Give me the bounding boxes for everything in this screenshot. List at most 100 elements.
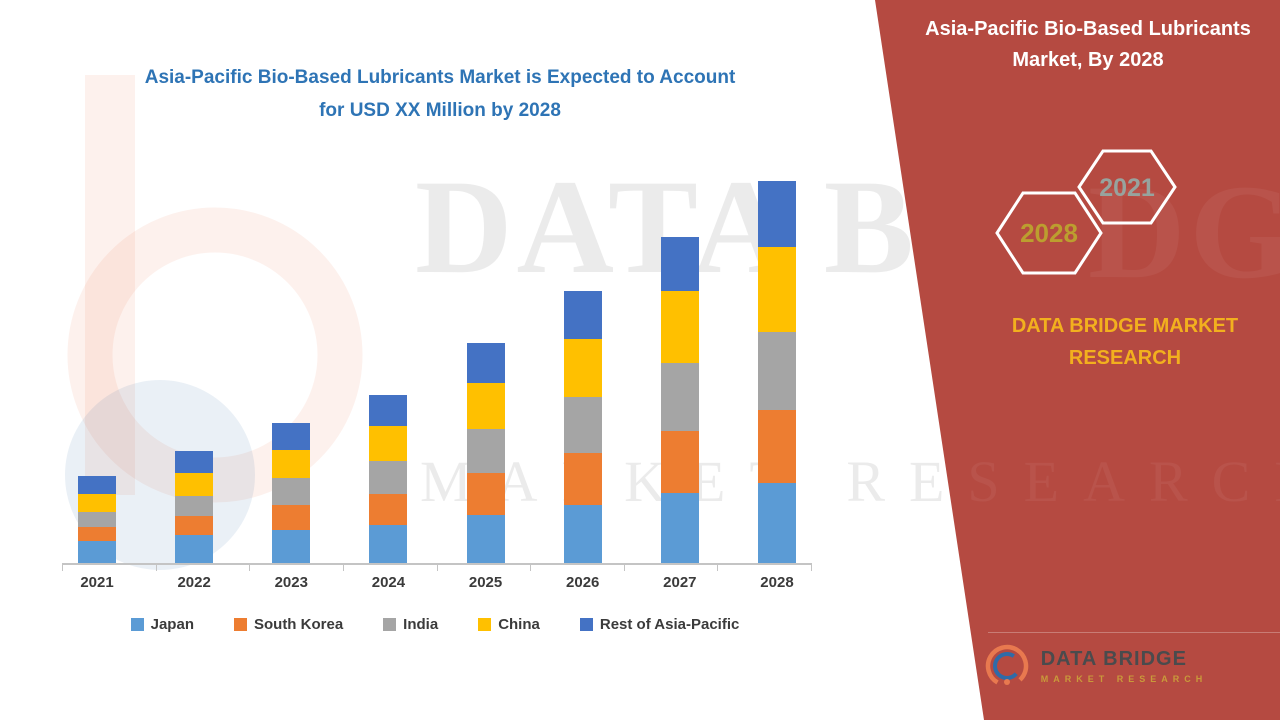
- bar-segment-china-2027: [660, 291, 699, 363]
- legend-item-rest-of-asia-pacific: Rest of Asia-Pacific: [579, 616, 740, 633]
- axis-tick: [811, 565, 812, 571]
- legend-label-china: China: [498, 616, 540, 633]
- bar-segment-japan-2023: [272, 530, 311, 563]
- bar-segment-south-korea-2026: [563, 453, 602, 505]
- x-label-2027: 2027: [663, 574, 697, 591]
- axis-tick: [62, 565, 63, 571]
- plot-area: [62, 163, 812, 565]
- side-panel: DGE ESEARCH Asia-Pacific Bio-Based Lubri…: [875, 0, 1280, 720]
- bar-segment-rest-of-asia-pacific-2024: [369, 395, 408, 426]
- bar-segment-south-korea-2021: [78, 527, 116, 541]
- axis-tick: [155, 565, 157, 571]
- bar-2027: [660, 237, 699, 563]
- bar-segment-south-korea-2023: [272, 505, 311, 530]
- bar-2023: [272, 423, 311, 563]
- legend-swatch-china: [478, 618, 492, 631]
- bar-segment-japan-2026: [563, 505, 602, 563]
- x-label-2024: 2024: [371, 574, 406, 591]
- footer-brand-name: DATA BRIDGE: [1040, 648, 1187, 670]
- bar-segment-rest-of-asia-pacific-2023: [272, 423, 311, 450]
- hexagon-2028-label: 2028: [1020, 218, 1078, 248]
- watermark-b-bowl: [67, 207, 363, 503]
- legend-item-india: India: [383, 616, 438, 633]
- bar-segment-china-2028: [757, 247, 796, 332]
- footer-logo-outer-ring: [985, 644, 1028, 688]
- chart-section: Asia-Pacific Bio-Based Lubricants Market…: [40, 67, 830, 633]
- footer-logo-inner-ring: [992, 652, 1021, 680]
- bar-segment-rest-of-asia-pacific-2022: [175, 451, 214, 473]
- legend-label-south-korea: South Korea: [253, 616, 344, 633]
- bar-segment-india-2026: [563, 397, 602, 453]
- bar-2021: [78, 476, 116, 563]
- x-label-2022: 2022: [177, 574, 211, 591]
- legend-swatch-india: [383, 618, 397, 631]
- legend-item-japan: Japan: [130, 616, 194, 633]
- panel-watermark-mr: ESEARCH: [908, 449, 1280, 514]
- x-label-2021: 2021: [80, 574, 114, 591]
- bar-2022: [175, 451, 214, 563]
- axis-tick: [342, 565, 344, 571]
- x-label-2028: 2028: [760, 574, 794, 591]
- bar-2028: [757, 181, 796, 563]
- bar-segment-japan-2028: [757, 483, 796, 563]
- bar-segment-india-2022: [175, 496, 214, 516]
- bar-segment-china-2024: [369, 426, 408, 461]
- bar-segment-china-2025: [466, 383, 505, 429]
- chart-title: Asia-Pacific Bio-Based Lubricants Market…: [144, 67, 736, 121]
- bar-2025: [466, 343, 505, 563]
- axis-tick: [249, 565, 251, 571]
- panel-brand-text: DATA BRIDGE MARKET RESEARCH: [1011, 315, 1239, 369]
- bar-segment-rest-of-asia-pacific-2028: [757, 181, 796, 247]
- legend-swatch-japan: [130, 618, 144, 631]
- bar-segment-china-2022: [175, 473, 214, 496]
- legend-item-south-korea: South Korea: [233, 616, 344, 633]
- legend-swatch-south-korea: [233, 618, 247, 631]
- footer-brand: DATA BRIDGE MARKET RESEARCH: [950, 642, 1240, 690]
- bar-segment-south-korea-2027: [660, 431, 699, 493]
- footer-brand-sub: MARKET RESEARCH: [1040, 674, 1208, 684]
- bar-segment-india-2021: [78, 512, 116, 527]
- bar-2026: [563, 291, 602, 563]
- bar-segment-china-2021: [78, 494, 116, 512]
- bar-segment-japan-2022: [175, 535, 214, 563]
- footer-logo-dot: [1003, 679, 1010, 685]
- x-label-2025: 2025: [468, 574, 503, 591]
- bar-segment-india-2025: [466, 429, 505, 473]
- watermark-b-stem: [85, 75, 135, 495]
- legend: Japan South Korea India China Rest of Asia-P…: [40, 616, 830, 633]
- legend-item-china: China: [478, 616, 540, 633]
- bar-segment-china-2026: [563, 339, 602, 397]
- bar-segment-rest-of-asia-pacific-2026: [563, 291, 602, 339]
- bar-segment-india-2028: [757, 332, 796, 410]
- bar-segment-rest-of-asia-pacific-2025: [466, 343, 505, 383]
- bar-segment-india-2024: [369, 461, 408, 494]
- footer-divider: [988, 632, 1280, 633]
- bar-segment-japan-2021: [78, 541, 116, 563]
- x-labels: 2021 2022 2023 2024 2025 2026 2027 2028: [62, 574, 812, 591]
- x-label-2026: 2026: [566, 574, 600, 591]
- bar-segment-japan-2024: [369, 525, 408, 563]
- bar-2024: [369, 395, 408, 563]
- legend-label-japan: Japan: [150, 616, 194, 633]
- legend-swatch-rest-of-asia-pacific: [579, 618, 593, 631]
- bar-segment-south-korea-2024: [369, 494, 408, 525]
- panel-title: Asia-Pacific Bio-Based Lubricants Market…: [925, 18, 1251, 71]
- bar-segment-south-korea-2022: [175, 516, 214, 535]
- legend-label-rest-of-asia-pacific: Rest of Asia-Pacific: [599, 616, 740, 633]
- bar-segment-japan-2027: [660, 493, 699, 563]
- hexagon-2028-outline: [995, 191, 1103, 275]
- legend-label-india: India: [403, 616, 439, 633]
- bar-segment-south-korea-2028: [757, 410, 796, 483]
- bar-segment-china-2023: [272, 450, 311, 478]
- bar-segment-south-korea-2025: [466, 473, 505, 515]
- footer-logo-icon: [985, 644, 1028, 688]
- bar-segment-india-2023: [272, 478, 311, 505]
- axis-tick: [530, 565, 532, 571]
- bar-segment-india-2027: [660, 363, 699, 431]
- x-label-2023: 2023: [274, 574, 308, 591]
- axis-tick: [436, 565, 438, 571]
- x-axis-ticks: [62, 565, 812, 571]
- bar-segment-rest-of-asia-pacific-2021: [78, 476, 116, 494]
- axis-tick: [623, 565, 625, 571]
- axis-tick: [717, 565, 719, 571]
